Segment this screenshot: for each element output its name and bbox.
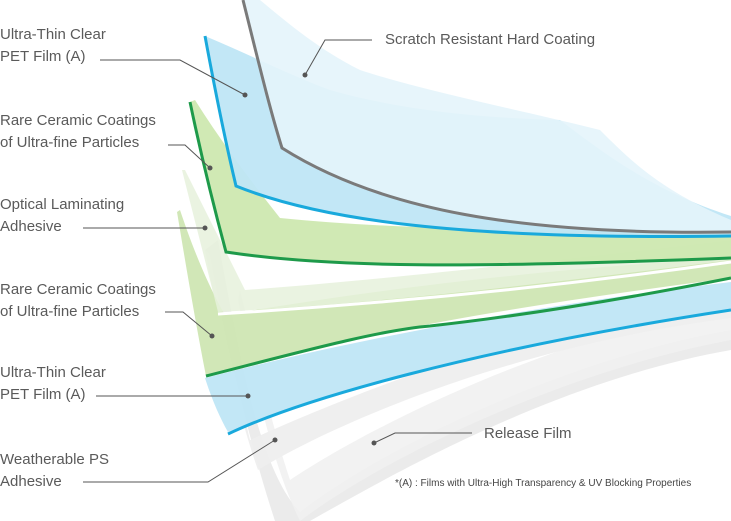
leader-pet-film-top [100, 59, 246, 96]
pet-film-bottom-edge [227, 308, 731, 436]
label-line: Optical Laminating [0, 196, 125, 213]
ceramic-bottom-fill [177, 210, 731, 376]
label-pet-film-bottom: Ultra-Thin Clear PET Film (A) [0, 362, 106, 406]
ceramic-bottom-edge [205, 276, 731, 378]
label-ps-adhesive: Weatherable PS Adhesive [0, 449, 109, 493]
label-ceramic-top: Rare Ceramic Coatings of Ultra-fine Part… [0, 110, 156, 154]
leader-hard-coating [304, 39, 372, 76]
leader-lines [83, 39, 472, 483]
leader-dots [202, 72, 377, 446]
label-line: Ultra-Thin Clear [0, 364, 106, 381]
hard-coating-edge [241, 0, 731, 234]
label-release-film: Release Film [484, 423, 572, 445]
label-line: PET Film (A) [0, 386, 86, 403]
label-hard-coating: Scratch Resistant Hard Coating [385, 29, 595, 51]
leader-ceramic-top [168, 144, 211, 169]
footnote: *(A) : Films with Ultra-High Transparenc… [395, 478, 692, 489]
pet-film-top-edge [203, 35, 731, 239]
label-laminating-adhesive: Optical Laminating Adhesive [0, 194, 124, 238]
label-pet-film-top: Ultra-Thin Clear PET Film (A) [0, 24, 106, 68]
leader-ps-adhesive [83, 439, 276, 483]
label-line: of Ultra-fine Particles [0, 303, 140, 320]
ceramic-top-fill [190, 100, 731, 265]
leader-ceramic-bottom [165, 311, 213, 337]
laminating-adhesive-edge [217, 260, 731, 316]
pet-film-bottom-fill [205, 282, 731, 432]
ceramic-top-edge [188, 101, 731, 267]
label-line: Ultra-Thin Clear [0, 26, 106, 43]
laminating-adhesive-fill [182, 170, 731, 312]
label-line: Adhesive [0, 473, 62, 490]
leader-release-film [373, 432, 472, 444]
label-line: Adhesive [0, 218, 62, 235]
label-line: Scratch Resistant Hard Coating [385, 31, 596, 48]
label-ceramic-bottom: Rare Ceramic Coatings of Ultra-fine Part… [0, 279, 156, 323]
label-line: Rare Ceramic Coatings [0, 112, 156, 129]
release-film-sheet [238, 290, 731, 521]
label-line: Release Film [484, 425, 572, 442]
label-line: of Ultra-fine Particles [0, 134, 140, 151]
label-line: PET Film (A) [0, 48, 86, 65]
label-line: Weatherable PS [0, 451, 109, 468]
label-line: Rare Ceramic Coatings [0, 281, 156, 298]
hard-coating-fill [243, 0, 731, 233]
